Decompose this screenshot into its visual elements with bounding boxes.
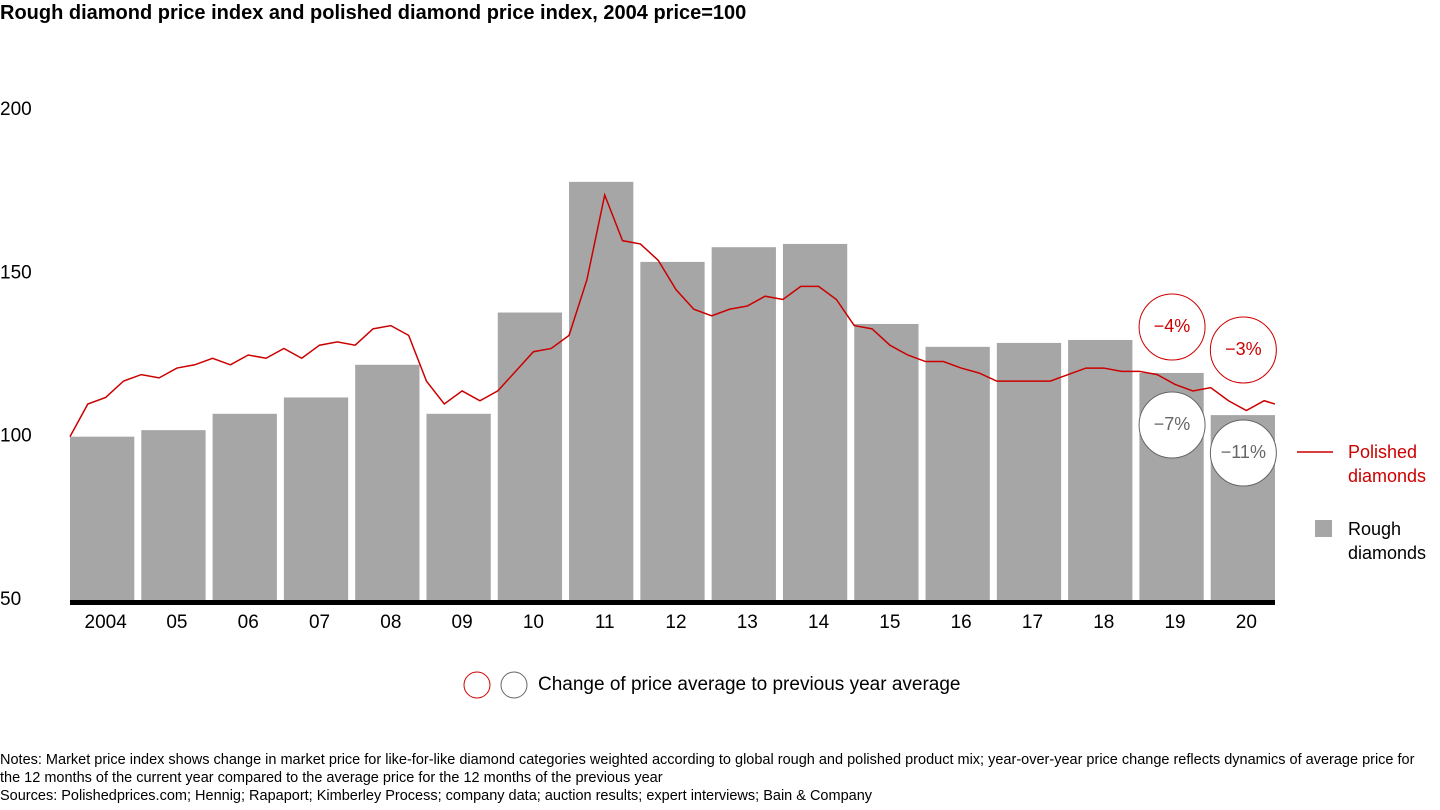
line (69, 192, 1276, 438)
x-tick-label: 10 (523, 612, 544, 633)
bar (569, 181, 634, 600)
y-tick-label: 200 (0, 99, 32, 120)
bar (70, 436, 135, 600)
x-tick-label: 18 (1093, 612, 1114, 633)
x-tick-label: 06 (238, 612, 259, 633)
x-tick-label: 07 (309, 612, 330, 633)
change-bubble (1209, 419, 1277, 487)
x-tick-label: 19 (1164, 612, 1185, 633)
y-tick-label: 100 (0, 426, 32, 447)
x-tick-label: 20 (1236, 612, 1257, 633)
x-tick-label: 14 (808, 612, 830, 633)
source-text: Sources: Polishedprices.com; Hennig; Rap… (0, 788, 873, 804)
bar (996, 342, 1062, 600)
legend-swatch (1315, 520, 1332, 537)
x-tick-label: 16 (951, 612, 972, 633)
notes: Notes: Market price index shows change i… (0, 751, 1435, 805)
change-bubble (1138, 391, 1206, 459)
x-tick-label: 13 (737, 612, 758, 633)
bar (1068, 339, 1133, 600)
bar (640, 261, 705, 600)
bar (854, 323, 919, 600)
change-label: −3% (1225, 339, 1262, 359)
x-tick-label: 17 (1022, 612, 1043, 633)
bar (283, 397, 349, 600)
change-label: −4% (1154, 316, 1191, 336)
x-tick-label: 12 (665, 612, 686, 633)
chart-title: Rough diamond price index and polished d… (0, 2, 747, 24)
y-tick-label: 50 (0, 589, 21, 610)
bar (355, 364, 420, 600)
x-tick-label: 11 (595, 612, 615, 633)
bar (782, 243, 848, 600)
bar (925, 346, 990, 600)
change-bubble (1138, 293, 1206, 361)
legend-label: Polished diamonds (1348, 442, 1427, 486)
x-axis (70, 600, 1275, 605)
legend-circle (500, 671, 528, 699)
bar (497, 312, 563, 600)
change-bubble (1209, 316, 1277, 384)
x-tick-label: 09 (452, 612, 473, 633)
x-tick-label: 15 (879, 612, 900, 633)
bar (141, 430, 206, 600)
change-label: −7% (1154, 414, 1191, 434)
x-tick-label: 2004 (85, 612, 128, 633)
legend-circle (463, 671, 491, 699)
note-text: Notes: Market price index shows change i… (0, 752, 1415, 786)
bar (711, 247, 776, 600)
y-tick-label: 150 (0, 262, 32, 283)
x-tick-label: 08 (380, 612, 401, 633)
annotation-legend: Change of price average to previous year… (538, 674, 961, 695)
x-tick-label: 05 (166, 612, 187, 633)
bar (426, 413, 491, 600)
legend-label: Rough diamonds (1348, 519, 1427, 563)
bar (212, 413, 277, 600)
change-label: −11% (1221, 442, 1266, 462)
